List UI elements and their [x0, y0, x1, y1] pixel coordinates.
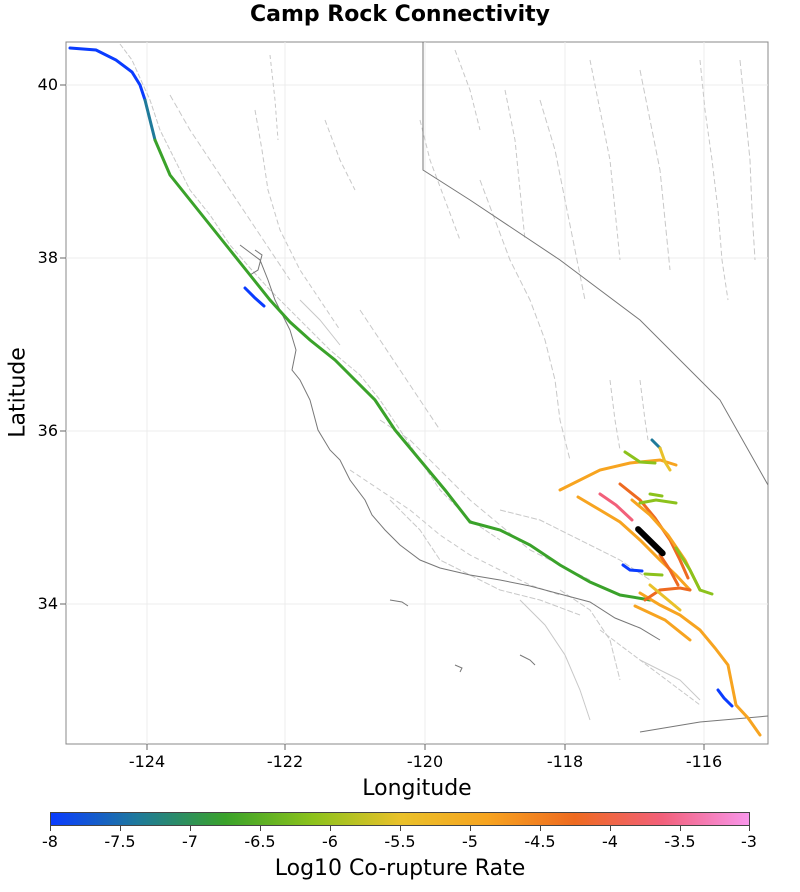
colorbar-tick-label: -4: [602, 832, 618, 851]
colorbar-tick-label: -5: [462, 832, 478, 851]
grid: [66, 42, 768, 744]
colorbar-tick-label: -8: [42, 832, 58, 851]
colorbar-tick-label: -5.5: [384, 832, 416, 851]
y-tick-label: 38: [37, 248, 58, 267]
x-tick-label: -116: [685, 752, 723, 771]
y-tick-label: 40: [37, 75, 58, 94]
colorbar-tick-label: -3.5: [664, 832, 696, 851]
colorbar-tick-label: -7.5: [104, 832, 136, 851]
plot-area: [65, 41, 769, 745]
colorbar-tick-label: -7: [182, 832, 198, 851]
co-rupture-sections: [68, 46, 762, 737]
y-axis-label: Latitude: [5, 347, 31, 438]
colorbar-label: Log10 Co-rupture Rate: [274, 856, 526, 881]
highlight-rupture: [635, 526, 666, 557]
colorbar: [50, 812, 750, 826]
background-fault-sections: [119, 43, 756, 721]
y-tick-label: 34: [37, 594, 58, 613]
axis-ticks: [60, 84, 705, 750]
y-tick-label: 36: [37, 421, 58, 440]
x-tick-label: -120: [406, 752, 444, 771]
colorbar-tick-label: -6.5: [244, 832, 276, 851]
colorbar-tick-label: -6: [322, 832, 338, 851]
basemap-lines: [239, 42, 768, 733]
x-axis-label: Longitude: [362, 776, 472, 801]
x-tick-label: -122: [266, 752, 304, 771]
x-tick-label: -124: [128, 752, 166, 771]
colorbar-tick-label: -3: [741, 832, 757, 851]
colorbar-tick-label: -4.5: [524, 832, 556, 851]
chart-title: Camp Rock Connectivity: [249, 2, 551, 27]
x-tick-label: -118: [546, 752, 584, 771]
